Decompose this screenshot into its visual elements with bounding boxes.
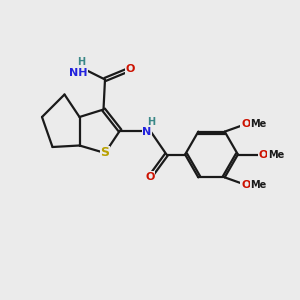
Text: O: O bbox=[241, 180, 250, 190]
Text: O: O bbox=[259, 149, 268, 160]
Text: O: O bbox=[145, 172, 155, 182]
Text: O: O bbox=[241, 119, 250, 129]
Text: O: O bbox=[126, 64, 135, 74]
Text: Me: Me bbox=[250, 180, 266, 190]
Text: H: H bbox=[147, 117, 156, 127]
Text: NH: NH bbox=[69, 68, 87, 78]
Text: H: H bbox=[77, 57, 85, 67]
Text: Me: Me bbox=[268, 149, 284, 160]
Text: S: S bbox=[100, 146, 109, 160]
Text: Me: Me bbox=[250, 119, 266, 129]
Text: N: N bbox=[142, 127, 152, 137]
